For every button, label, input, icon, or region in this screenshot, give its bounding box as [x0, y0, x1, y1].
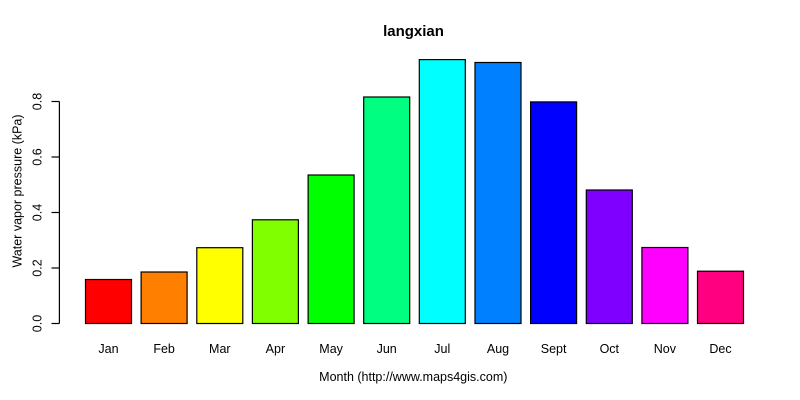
svg-text:Mar: Mar	[209, 342, 231, 356]
svg-text:Nov: Nov	[654, 342, 677, 356]
svg-text:Sept: Sept	[541, 342, 567, 356]
svg-text:Water vapor pressure (kPa): Water vapor pressure (kPa)	[11, 114, 25, 267]
svg-text:May: May	[319, 342, 343, 356]
svg-text:Jan: Jan	[98, 342, 118, 356]
svg-text:Dec: Dec	[709, 342, 731, 356]
svg-text:0.4: 0.4	[30, 204, 44, 221]
svg-text:0.2: 0.2	[30, 259, 44, 276]
svg-text:0.0: 0.0	[30, 315, 44, 332]
svg-text:0.6: 0.6	[30, 148, 44, 165]
svg-text:Aug: Aug	[487, 342, 509, 356]
svg-text:Apr: Apr	[266, 342, 285, 356]
svg-text:0.8: 0.8	[30, 93, 44, 110]
svg-text:Month (http://www.maps4gis.com: Month (http://www.maps4gis.com)	[319, 370, 507, 384]
svg-text:Jun: Jun	[377, 342, 397, 356]
svg-text:langxian: langxian	[383, 23, 444, 40]
svg-text:Jul: Jul	[434, 342, 450, 356]
svg-text:Oct: Oct	[600, 342, 620, 356]
svg-text:Feb: Feb	[153, 342, 175, 356]
